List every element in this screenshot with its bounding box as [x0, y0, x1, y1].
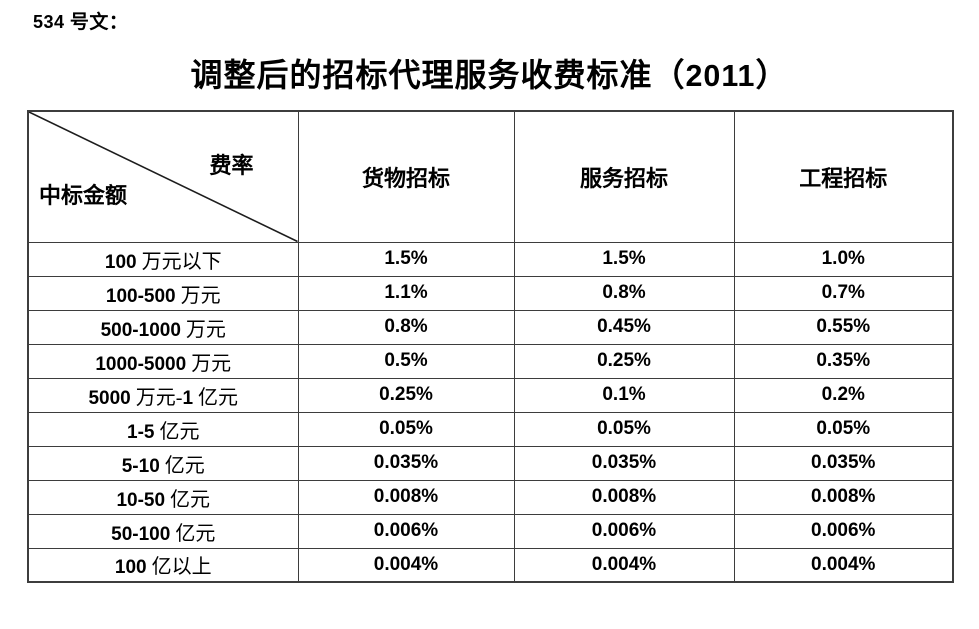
table-row: 500-1000 万元 0.8% 0.45% 0.55% — [27, 309, 954, 345]
page-title: 调整后的招标代理服务收费标准（2011） — [190, 57, 789, 93]
goods-rate-cell: 0.004% — [297, 547, 515, 583]
table-row: 50-100 亿元 0.006% 0.006% 0.006% — [27, 513, 954, 549]
table-row: 1-5 亿元 0.05% 0.05% 0.05% — [27, 411, 954, 447]
table-row: 100 万元以下 1.5% 1.5% 1.0% — [27, 241, 954, 277]
corner-label-fee-rate: 费率 — [209, 153, 254, 178]
services-rate-cell: 0.45% — [513, 309, 735, 345]
bid-amount-cell: 100 亿以上 — [27, 547, 299, 583]
bid-amount-cell: 10-50 亿元 — [27, 479, 299, 515]
services-rate-cell: 0.008% — [513, 479, 735, 515]
goods-rate-cell: 0.035% — [297, 445, 515, 481]
goods-rate-cell: 0.05% — [297, 411, 515, 447]
goods-rate-cell: 1.1% — [297, 275, 515, 311]
table-row: 5000 万元-1 亿元 0.25% 0.1% 0.2% — [27, 377, 954, 413]
doc-number: 534 号文： — [33, 12, 129, 33]
goods-rate-cell: 0.5% — [297, 343, 515, 379]
engineering-rate-cell: 1.0% — [733, 241, 954, 277]
services-rate-cell: 1.5% — [513, 241, 735, 277]
corner-cell: 费率 中标金额 — [27, 110, 299, 243]
bid-amount-cell: 100 万元以下 — [27, 241, 299, 277]
goods-rate-cell: 0.008% — [297, 479, 515, 515]
goods-rate-cell: 1.5% — [297, 241, 515, 277]
diagonal-divider-line — [29, 112, 298, 242]
goods-rate-cell: 0.006% — [297, 513, 515, 549]
engineering-rate-cell: 0.2% — [733, 377, 954, 413]
bid-amount-cell: 100-500 万元 — [27, 275, 299, 311]
table-row: 100-500 万元 1.1% 0.8% 0.7% — [27, 275, 954, 311]
bid-amount-cell: 500-1000 万元 — [27, 309, 299, 345]
engineering-rate-cell: 0.05% — [733, 411, 954, 447]
services-rate-cell: 0.25% — [513, 343, 735, 379]
table-row: 10-50 亿元 0.008% 0.008% 0.008% — [27, 479, 954, 515]
table-row: 100 亿以上 0.004% 0.004% 0.004% — [27, 547, 954, 583]
table-row: 1000-5000 万元 0.5% 0.25% 0.35% — [27, 343, 954, 379]
engineering-rate-cell: 0.035% — [733, 445, 954, 481]
services-rate-cell: 0.8% — [513, 275, 735, 311]
bid-amount-cell: 5-10 亿元 — [27, 445, 299, 481]
engineering-rate-cell: 0.55% — [733, 309, 954, 345]
bid-amount-cell: 1000-5000 万元 — [27, 343, 299, 379]
column-header-engineering: 工程招标 — [733, 110, 954, 243]
table-header-row: 费率 中标金额 货物招标 服务招标 工程招标 — [27, 110, 954, 243]
engineering-rate-cell: 0.008% — [733, 479, 954, 515]
goods-rate-cell: 0.8% — [297, 309, 515, 345]
corner-label-bid-amount: 中标金额 — [39, 182, 128, 208]
goods-rate-cell: 0.25% — [297, 377, 515, 413]
column-header-services: 服务招标 — [513, 110, 735, 243]
bid-amount-cell: 1-5 亿元 — [27, 411, 299, 447]
services-rate-cell: 0.035% — [513, 445, 735, 481]
engineering-rate-cell: 0.004% — [733, 547, 954, 583]
engineering-rate-cell: 0.006% — [733, 513, 954, 549]
fee-rate-table: 费率 中标金额 货物招标 服务招标 工程招标 100 万元以下 1.5% 1.5… — [27, 110, 954, 583]
services-rate-cell: 0.004% — [513, 547, 735, 583]
services-rate-cell: 0.006% — [513, 513, 735, 549]
column-header-goods: 货物招标 — [297, 110, 515, 243]
engineering-rate-cell: 0.7% — [733, 275, 954, 311]
services-rate-cell: 0.05% — [513, 411, 735, 447]
services-rate-cell: 0.1% — [513, 377, 735, 413]
bid-amount-cell: 5000 万元-1 亿元 — [27, 377, 299, 413]
bid-amount-cell: 50-100 亿元 — [27, 513, 299, 549]
table-row: 5-10 亿元 0.035% 0.035% 0.035% — [27, 445, 954, 481]
engineering-rate-cell: 0.35% — [733, 343, 954, 379]
